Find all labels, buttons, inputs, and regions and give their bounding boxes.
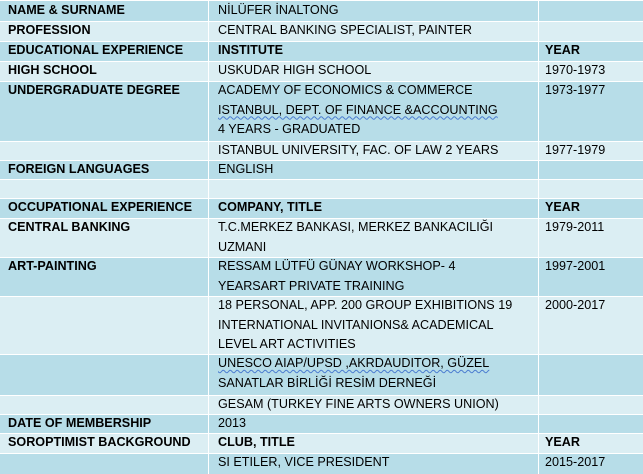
row-year: 1973-1977 <box>545 83 606 97</box>
section-heading: EDUCATIONAL EXPERIENCE <box>8 43 184 57</box>
row-band <box>0 21 643 41</box>
column-heading: YEAR <box>545 200 580 214</box>
row-value-line: INTERNATIONAL INVITANIONS& ACADEMICAL <box>218 317 494 332</box>
row-label: DATE OF MEMBERSHIP <box>8 416 152 430</box>
section-heading: SOROPTIMIST BACKGROUND <box>8 435 191 449</box>
row-year: 1997-2001 <box>545 259 606 273</box>
row-band <box>0 354 643 395</box>
row-value: USKUDAR HIGH SCHOOL <box>218 63 372 77</box>
row-value: ISTANBUL UNIVERSITY, FAC. OF LAW 2 YEARS <box>218 143 499 157</box>
row-value-line: UNESCO AIAP/UPSD ,AKRDAUDITOR, GÜZEL <box>218 356 490 370</box>
row-value-line: UZMANI <box>218 239 267 254</box>
row-band <box>0 453 643 474</box>
row-year: 1970-1973 <box>545 63 606 77</box>
row-value: ENGLISH <box>218 162 274 176</box>
column-heading: YEAR <box>545 43 580 57</box>
row-value: CENTRAL BANKING SPECIALIST, PAINTER <box>218 23 473 37</box>
column-heading: CLUB, TITLE <box>218 435 295 449</box>
row-label: NAME & SURNAME <box>8 3 125 17</box>
row-band <box>0 41 643 61</box>
row-band <box>0 395 643 414</box>
column-divider <box>208 0 209 474</box>
row-value-line: 18 PERSONAL, APP. 200 GROUP EXHIBITIONS … <box>218 298 513 312</box>
row-band <box>0 81 643 141</box>
row-band <box>0 0 643 21</box>
row-label: ART-PAINTING <box>8 259 97 273</box>
row-band <box>0 198 643 218</box>
row-band <box>0 218 643 257</box>
column-heading: COMPANY, TITLE <box>218 200 323 214</box>
row-band <box>0 296 643 354</box>
row-value-line: SANATLAR BİRLİĞİ RESİM DERNEĞİ <box>218 376 437 390</box>
row-value: SI ETILER, VICE PRESIDENT <box>218 455 390 469</box>
row-label: UNDERGRADUATE DEGREE <box>8 83 180 97</box>
row-band <box>0 160 643 179</box>
row-value-line: 4 YEARS - GRADUATED <box>218 122 361 136</box>
row-band <box>0 414 643 433</box>
row-year: 2015-2017 <box>545 455 606 469</box>
row-year: 2000-2017 <box>545 298 606 312</box>
column-heading: INSTITUTE <box>218 43 284 57</box>
row-label: FOREIGN LANGUAGES <box>8 162 150 176</box>
row-label: PROFESSION <box>8 23 91 37</box>
row-value-line: ISTANBUL, DEPT. OF FINANCE &ACCOUNTING <box>218 102 498 117</box>
row-label: HIGH SCHOOL <box>8 63 97 77</box>
row-band <box>0 257 643 296</box>
row-value-line: RESSAM LÜTFÜ GÜNAY WORKSHOP- 4 <box>218 259 456 273</box>
row-value-line: YEARSART PRIVATE TRAINING <box>218 278 405 293</box>
column-divider <box>538 0 539 474</box>
row-band <box>0 179 643 198</box>
row-year: 1979-2011 <box>545 220 605 234</box>
row-value-line: LEVEL ART ACTIVITIES <box>218 337 356 351</box>
row-value: NİLÜFER İNALTONG <box>218 3 339 17</box>
row-value: 2013 <box>218 416 247 430</box>
row-value-line: ACADEMY OF ECONOMICS & COMMERCE <box>218 83 473 97</box>
section-heading: OCCUPATIONAL EXPERIENCE <box>8 200 193 214</box>
column-heading: YEAR <box>545 435 580 449</box>
row-band <box>0 141 643 160</box>
row-year: 1977-1979 <box>545 143 606 157</box>
row-label: CENTRAL BANKING <box>8 220 131 234</box>
row-value-line: T.C.MERKEZ BANKASI, MERKEZ BANKACILIĞI <box>218 220 494 234</box>
row-value: GESAM (TURKEY FINE ARTS OWNERS UNION) <box>218 397 499 411</box>
row-band <box>0 433 643 453</box>
row-band <box>0 61 643 81</box>
